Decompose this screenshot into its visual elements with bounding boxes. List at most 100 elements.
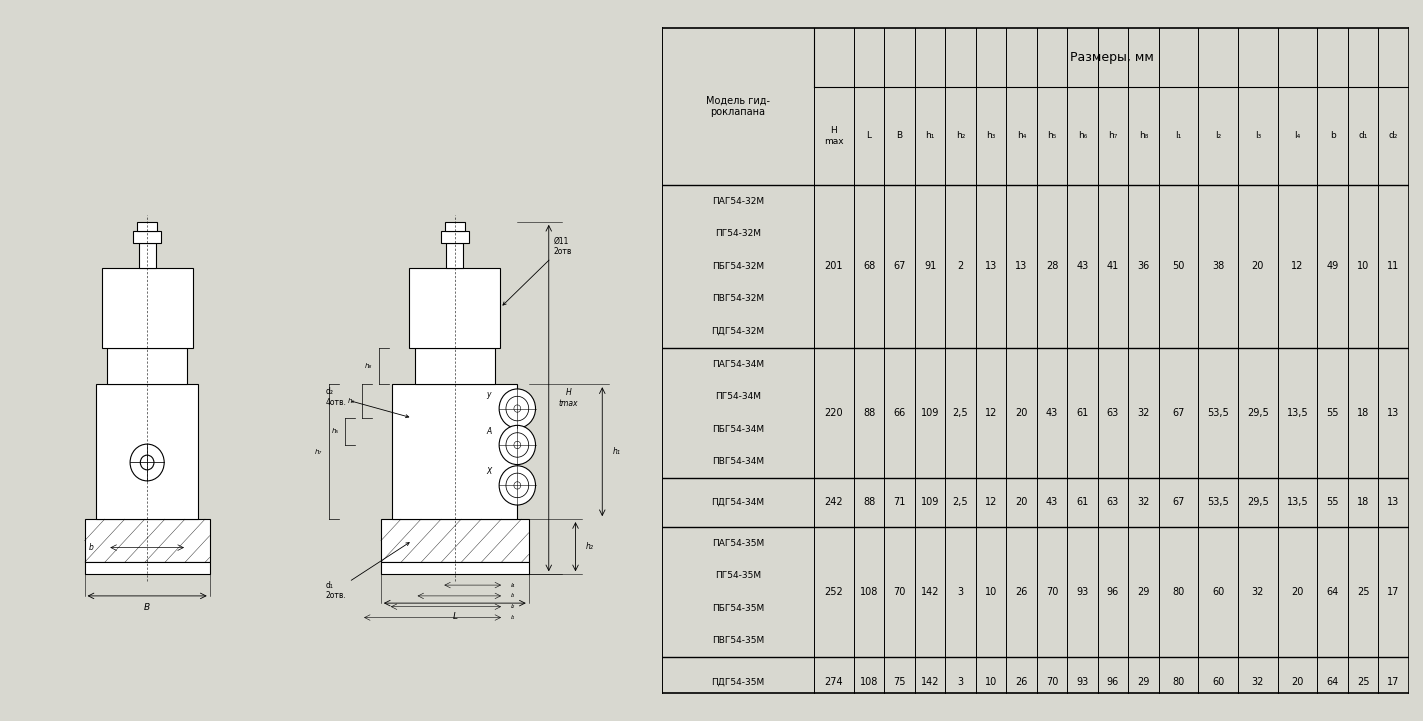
Text: 28: 28 bbox=[1046, 261, 1059, 271]
Circle shape bbox=[514, 482, 521, 489]
Text: 32: 32 bbox=[1252, 677, 1264, 686]
Text: 41: 41 bbox=[1107, 261, 1118, 271]
Text: d₂: d₂ bbox=[1389, 131, 1399, 141]
Text: 25: 25 bbox=[1356, 587, 1369, 597]
Text: 2,5: 2,5 bbox=[953, 408, 968, 418]
Text: ПБГ54-34М: ПБГ54-34М bbox=[712, 425, 764, 434]
Text: h₂: h₂ bbox=[585, 542, 593, 551]
Bar bbox=[101, 267, 192, 348]
Text: 61: 61 bbox=[1076, 408, 1089, 418]
Text: h₈: h₈ bbox=[364, 363, 373, 369]
Text: h₅: h₅ bbox=[1047, 131, 1057, 141]
Text: 91: 91 bbox=[924, 261, 936, 271]
Bar bbox=[381, 562, 529, 574]
Text: 220: 220 bbox=[825, 408, 844, 418]
Text: 64: 64 bbox=[1326, 677, 1339, 686]
Text: 3: 3 bbox=[958, 587, 963, 597]
Text: 93: 93 bbox=[1076, 677, 1089, 686]
Bar bbox=[95, 384, 198, 519]
Text: 63: 63 bbox=[1107, 408, 1118, 418]
Text: 18: 18 bbox=[1358, 497, 1369, 508]
Text: 53,5: 53,5 bbox=[1207, 497, 1229, 508]
Text: 32: 32 bbox=[1137, 408, 1150, 418]
Circle shape bbox=[514, 405, 521, 412]
Text: H
max: H max bbox=[824, 126, 844, 146]
Text: ПДГ54-34М: ПДГ54-34М bbox=[712, 498, 764, 507]
Bar bbox=[107, 348, 186, 384]
Bar bbox=[381, 519, 529, 562]
Text: ПВГ54-32М: ПВГ54-32М bbox=[712, 294, 764, 304]
Text: 20: 20 bbox=[1252, 261, 1264, 271]
Text: 20: 20 bbox=[1291, 587, 1303, 597]
Text: 25: 25 bbox=[1356, 677, 1369, 686]
Text: 109: 109 bbox=[921, 408, 939, 418]
Bar bbox=[138, 243, 155, 267]
Text: 142: 142 bbox=[921, 587, 939, 597]
Text: 66: 66 bbox=[894, 408, 905, 418]
Text: l₂: l₂ bbox=[511, 604, 515, 609]
Bar bbox=[445, 222, 465, 231]
Text: 60: 60 bbox=[1212, 677, 1224, 686]
Circle shape bbox=[514, 441, 521, 448]
Text: L: L bbox=[867, 131, 871, 141]
Text: 70: 70 bbox=[1046, 587, 1059, 597]
Text: 96: 96 bbox=[1107, 587, 1118, 597]
Text: H
tmax: H tmax bbox=[559, 389, 578, 408]
Text: d₁
2отв.: d₁ 2отв. bbox=[326, 543, 410, 600]
Text: h₁: h₁ bbox=[612, 447, 620, 456]
Text: 13: 13 bbox=[1387, 408, 1400, 418]
Text: ПБГ54-35М: ПБГ54-35М bbox=[712, 604, 764, 613]
Text: l₁: l₁ bbox=[511, 615, 515, 620]
Text: l₁: l₁ bbox=[1175, 131, 1181, 141]
Text: h₈: h₈ bbox=[1138, 131, 1148, 141]
Text: B: B bbox=[144, 603, 151, 612]
Text: 29: 29 bbox=[1137, 587, 1150, 597]
Text: Модель гид-
роклапана: Модель гид- роклапана bbox=[706, 96, 770, 118]
Bar bbox=[393, 384, 518, 519]
Text: 13: 13 bbox=[985, 261, 998, 271]
Bar bbox=[410, 267, 501, 348]
Text: 12: 12 bbox=[985, 408, 998, 418]
Text: 29: 29 bbox=[1137, 677, 1150, 686]
Text: ПАГ54-35М: ПАГ54-35М bbox=[712, 539, 764, 548]
Circle shape bbox=[499, 425, 535, 464]
Text: ПДГ54-32М: ПДГ54-32М bbox=[712, 327, 764, 336]
Text: ПДГ54-35М: ПДГ54-35М bbox=[712, 677, 764, 686]
Text: 75: 75 bbox=[894, 677, 906, 686]
Text: 96: 96 bbox=[1107, 677, 1118, 686]
Text: 17: 17 bbox=[1387, 677, 1400, 686]
Text: b: b bbox=[1329, 131, 1335, 141]
Text: X: X bbox=[487, 467, 491, 477]
Text: 49: 49 bbox=[1326, 261, 1339, 271]
Text: h₇: h₇ bbox=[1109, 131, 1117, 141]
Text: 43: 43 bbox=[1076, 261, 1089, 271]
Text: 2: 2 bbox=[958, 261, 963, 271]
Circle shape bbox=[499, 466, 535, 505]
Bar bbox=[137, 222, 157, 231]
Text: 36: 36 bbox=[1137, 261, 1150, 271]
Text: 67: 67 bbox=[894, 261, 905, 271]
Text: 11: 11 bbox=[1387, 261, 1400, 271]
Text: 53,5: 53,5 bbox=[1207, 408, 1229, 418]
Circle shape bbox=[507, 397, 529, 421]
Text: 18: 18 bbox=[1358, 408, 1369, 418]
Text: 2,5: 2,5 bbox=[953, 497, 968, 508]
Text: 67: 67 bbox=[1173, 497, 1185, 508]
Text: 29,5: 29,5 bbox=[1247, 497, 1269, 508]
Text: l₂: l₂ bbox=[1215, 131, 1221, 141]
Text: 32: 32 bbox=[1252, 587, 1264, 597]
Text: 108: 108 bbox=[859, 677, 878, 686]
Text: d₂
4отв.: d₂ 4отв. bbox=[326, 387, 408, 417]
Text: Ø11
2отв: Ø11 2отв bbox=[502, 236, 572, 305]
Text: 13: 13 bbox=[1387, 497, 1400, 508]
Text: b: b bbox=[90, 543, 94, 552]
Text: 63: 63 bbox=[1107, 497, 1118, 508]
Text: 26: 26 bbox=[1016, 587, 1027, 597]
Circle shape bbox=[129, 444, 164, 481]
Text: ПГ54-32М: ПГ54-32М bbox=[714, 229, 761, 238]
Text: 64: 64 bbox=[1326, 587, 1339, 597]
Text: l₃: l₃ bbox=[511, 593, 515, 598]
Text: 26: 26 bbox=[1016, 677, 1027, 686]
Circle shape bbox=[507, 433, 529, 457]
Text: h₁: h₁ bbox=[925, 131, 935, 141]
